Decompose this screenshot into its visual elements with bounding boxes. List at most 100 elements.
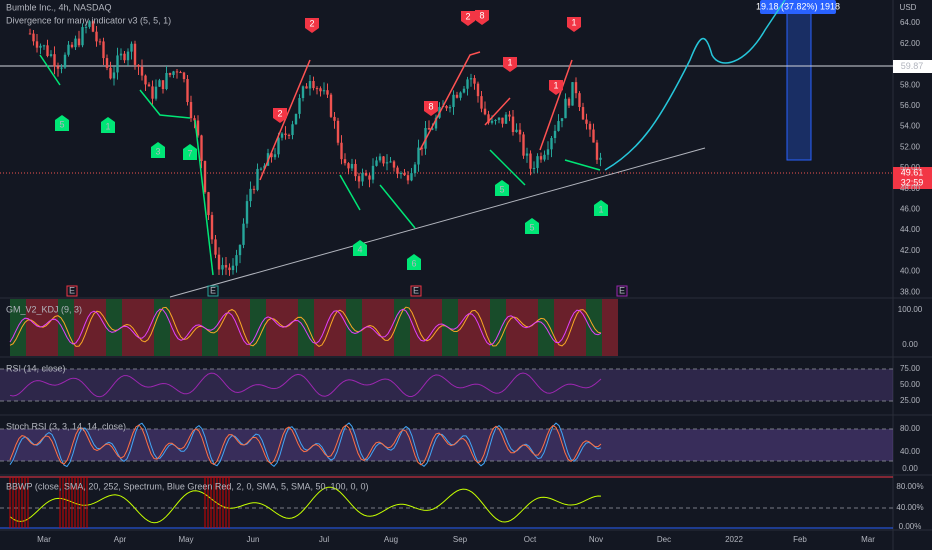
divergence-line — [39, 54, 61, 86]
candle — [525, 153, 529, 156]
bear-signal — [273, 108, 287, 123]
candle — [284, 133, 287, 135]
candle — [298, 98, 301, 114]
time-tick: Mar — [37, 535, 51, 544]
earnings-box — [410, 285, 422, 297]
osc-line — [9, 372, 602, 398]
candle — [462, 88, 466, 93]
pane-tick: 25.00 — [900, 396, 921, 405]
candle — [469, 78, 473, 80]
stoch-band — [0, 429, 893, 461]
candle — [186, 79, 189, 103]
candle — [487, 114, 490, 123]
pane-title: GM_V2_KDJ (9, 3) — [6, 304, 82, 314]
candle — [277, 137, 280, 155]
pane-tick: 0.00 — [902, 340, 918, 349]
bull-signal-label: 1 — [598, 204, 603, 214]
bear-signal-label: 1 — [553, 80, 558, 90]
candle — [98, 41, 102, 43]
measure-label: 19.18 (37.82%) 1918 — [756, 1, 840, 11]
pane-tick: 50.00 — [900, 380, 921, 389]
kdj-band — [154, 299, 170, 356]
candle — [158, 80, 161, 87]
measure-label-bg — [760, 0, 836, 14]
candle — [70, 44, 74, 48]
time-tick: Jul — [319, 535, 329, 544]
bull-signal-label: 5 — [59, 119, 64, 129]
bull-signal — [101, 117, 115, 133]
pane-tick: 80.00 — [900, 424, 921, 433]
osc-line — [9, 308, 602, 346]
candle — [95, 31, 98, 42]
candle — [329, 94, 333, 117]
candle — [221, 265, 224, 270]
price-tick: 64.00 — [900, 18, 921, 27]
pane-title: Stoch RSI (3, 3, 14, 14, close) — [6, 421, 126, 431]
pane-tick: 75.00 — [900, 364, 921, 373]
level-label: 59.87 — [901, 61, 924, 71]
bull-signal — [407, 254, 421, 270]
candle — [228, 267, 231, 271]
projection — [604, 0, 786, 171]
candle — [312, 81, 315, 89]
candle — [84, 26, 88, 28]
divergence-line — [194, 119, 214, 276]
candle — [53, 54, 56, 67]
bear-signal — [475, 10, 489, 25]
bear-signal — [549, 80, 563, 95]
bear-signal — [461, 11, 475, 26]
candle — [543, 154, 546, 160]
price-tick: 50.00 — [900, 163, 921, 172]
kdj-band — [330, 299, 346, 356]
candle — [368, 175, 371, 180]
candle — [137, 64, 140, 67]
candle — [494, 119, 497, 121]
pane-tick: 40.00 — [900, 447, 921, 456]
candle — [445, 105, 448, 109]
bear-signal — [503, 57, 517, 72]
kdj-band — [202, 299, 218, 356]
candle — [564, 98, 567, 119]
kdj-band — [458, 299, 474, 356]
osc-line — [9, 306, 602, 347]
candle — [459, 92, 462, 98]
candle — [74, 38, 77, 48]
time-tick: Aug — [384, 535, 398, 544]
candle — [588, 123, 592, 130]
candle — [63, 54, 67, 68]
kdj-band — [122, 299, 138, 356]
candle — [343, 159, 347, 164]
candle — [259, 168, 263, 170]
kdj-band — [138, 299, 154, 356]
candle — [193, 118, 196, 121]
candle — [252, 188, 256, 190]
candle — [427, 127, 431, 130]
bull-signal — [495, 180, 509, 196]
candle — [557, 121, 560, 131]
candle — [203, 161, 207, 193]
earnings-label: E — [413, 285, 419, 295]
candle — [154, 86, 158, 99]
candle — [382, 156, 385, 164]
price-tick: 40.00 — [900, 267, 921, 276]
candle — [476, 83, 480, 97]
price-tick: 38.00 — [900, 287, 921, 296]
candle — [144, 75, 147, 85]
candle — [322, 90, 326, 92]
candle — [490, 120, 494, 123]
candle — [140, 66, 144, 76]
candle — [172, 71, 175, 75]
earnings-box — [207, 285, 219, 297]
kdj-band — [602, 299, 618, 356]
candle — [371, 165, 375, 180]
kdj-band — [266, 299, 282, 356]
candle — [273, 154, 277, 158]
candle — [245, 201, 249, 224]
candle — [28, 33, 32, 35]
candle — [406, 175, 410, 181]
time-tick: 2022 — [725, 535, 743, 544]
candle — [210, 215, 214, 240]
candle — [60, 67, 63, 69]
candle — [403, 173, 406, 176]
